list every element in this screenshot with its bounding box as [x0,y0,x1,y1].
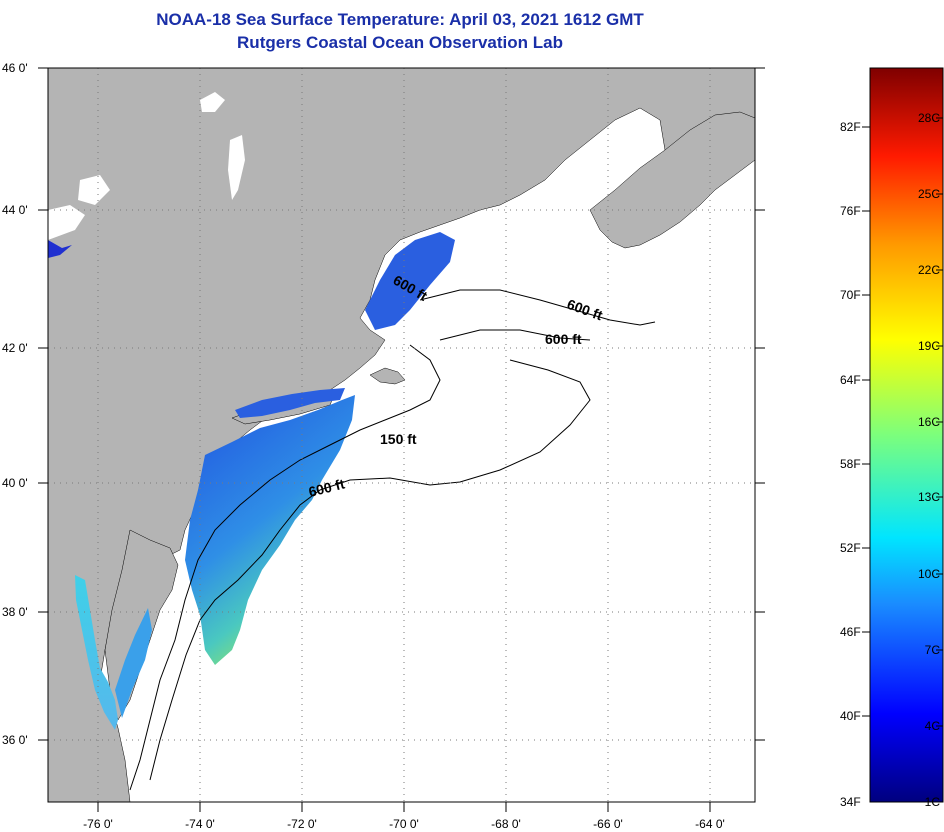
colorbar-c-label: 19C [918,339,940,353]
colorbar-c-label: 4C [925,719,941,733]
lake-1 [200,92,225,112]
lon-label: -76 0' [83,817,113,831]
colorbar-c-label: 7C [925,643,941,657]
colorbar-c-label: 16C [918,415,940,429]
colorbar-c-label: 1C [925,795,941,809]
colorbar-f-label: 58F [840,457,861,471]
graticule [48,68,755,802]
land-cape-cod [369,367,406,385]
sst-ny-bight [185,395,355,665]
lon-label: -72 0' [287,817,317,831]
contour-label: 600 ft [545,331,582,347]
colorbar-c-label: 25C [918,187,940,201]
colorbar-ticks [862,117,943,727]
colorbar-f-label: 82F [840,120,861,134]
sst-long-island-sound [235,388,345,418]
lat-label: 44 0' [2,203,28,217]
colorbar-f-label: 40F [840,709,861,723]
lat-label: 46 0' [2,61,28,75]
colorbar-c-label: 28C [918,111,940,125]
lat-label: 40 0' [2,476,28,490]
sst-small-patch [48,240,72,258]
lake-champlain [228,135,245,200]
lon-label: -66 0' [593,817,623,831]
contour-label: 150 ft [380,431,417,447]
contour-600ft-shelf-break [149,359,591,781]
contour-600ft-gulf-of-maine [419,289,656,326]
colorbar [869,67,944,803]
sst-gulf-of-maine [365,232,455,330]
axis-ticks [38,67,765,812]
lake-erie [48,205,85,240]
sst-chesapeake [75,575,118,730]
lon-label: -70 0' [389,817,419,831]
sst-delmarva-shelf [115,608,152,718]
colorbar-c-label: 10C [918,567,940,581]
colorbar-f-label: 64F [840,373,861,387]
contour-150ft [129,344,441,791]
colorbar-f-label: 34F [840,795,861,809]
colorbar-c-label: 13C [918,490,940,504]
colorbar-f-label: 52F [840,541,861,555]
lon-label: -68 0' [491,817,521,831]
land-nova-scotia [589,111,755,249]
colorbar-f-label: 70F [840,288,861,302]
map-title: NOAA-18 Sea Surface Temperature: April 0… [156,10,644,29]
lake-ontario [78,175,110,205]
contour-600ft-georges [439,329,591,341]
lon-label: -74 0' [185,817,215,831]
lat-label: 38 0' [2,605,28,619]
lat-label: 36 0' [2,733,28,747]
map-subtitle: Rutgers Coastal Ocean Observation Lab [237,33,563,52]
colorbar-f-label: 46F [840,625,861,639]
map-frame [47,67,756,803]
colorbar-c-label: 22C [918,263,940,277]
lon-label: -64 0' [695,817,725,831]
lat-label: 42 0' [2,341,28,355]
colorbar-f-label: 76F [840,204,861,218]
